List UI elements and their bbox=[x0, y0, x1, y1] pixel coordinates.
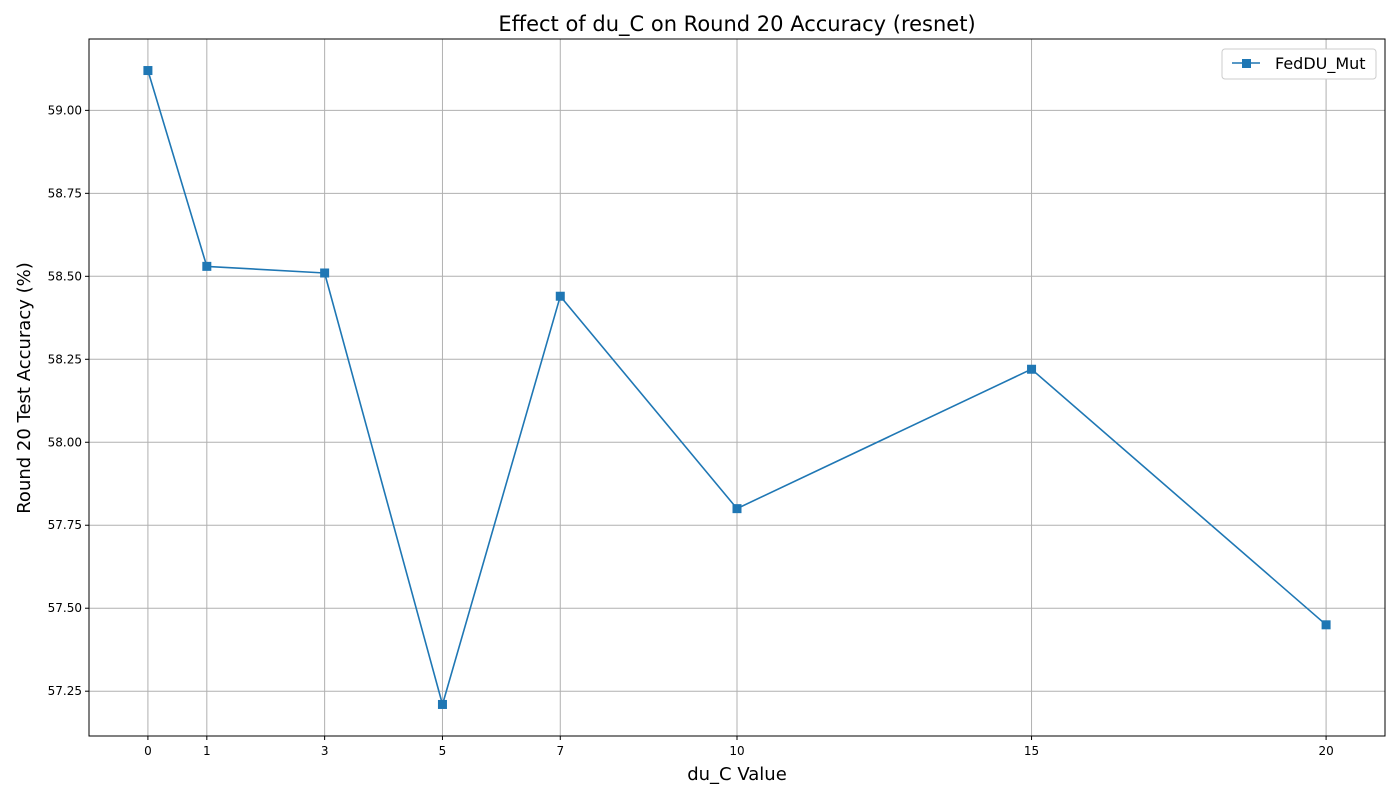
x-tick-label: 20 bbox=[1318, 744, 1333, 758]
y-tick-label: 59.00 bbox=[48, 103, 82, 117]
chart-title: Effect of du_C on Round 20 Accuracy (res… bbox=[498, 12, 975, 37]
data-point bbox=[555, 291, 565, 301]
data-point bbox=[320, 268, 330, 278]
y-tick-label: 57.25 bbox=[48, 684, 82, 698]
grid-lines bbox=[89, 39, 1385, 736]
legend-box bbox=[1221, 48, 1377, 80]
x-tick-label: 15 bbox=[1024, 744, 1039, 758]
x-tick-label: 10 bbox=[729, 744, 744, 758]
legend-marker-feddu-mut bbox=[1242, 59, 1251, 68]
data-point bbox=[143, 66, 153, 76]
y-tick-label: 58.50 bbox=[48, 269, 82, 283]
x-axis-title: du_C Value bbox=[687, 764, 787, 785]
y-tick-label: 58.75 bbox=[48, 186, 82, 200]
data-point bbox=[732, 504, 742, 514]
x-tick-label: 1 bbox=[203, 744, 211, 758]
y-tick-label: 57.75 bbox=[48, 518, 82, 532]
y-tick-label: 58.25 bbox=[48, 352, 82, 366]
x-tick-label: 0 bbox=[144, 744, 152, 758]
y-tick-label: 57.50 bbox=[48, 601, 82, 615]
y-axis-ticks: 57.25 57.50 57.75 58.00 58.25 58.50 58.75 59.00 bbox=[48, 103, 89, 698]
y-axis-title: Round 20 Test Accuracy (%) bbox=[14, 262, 35, 514]
x-tick-label: 7 bbox=[556, 744, 564, 758]
x-tick-label: 5 bbox=[439, 744, 447, 758]
series-line-feddu-mut bbox=[147, 70, 1327, 706]
series-layer bbox=[143, 66, 1331, 709]
x-tick-label: 3 bbox=[321, 744, 329, 758]
data-point bbox=[1027, 364, 1037, 374]
data-point bbox=[437, 699, 447, 709]
legend: FedDU_Mut bbox=[1221, 48, 1377, 80]
y-tick-label: 58.00 bbox=[48, 435, 82, 449]
x-axis-ticks: 0 1 3 5 7 10 15 20 bbox=[144, 736, 1334, 758]
data-point bbox=[202, 261, 212, 271]
legend-label-feddu-mut: FedDU_Mut bbox=[1275, 54, 1366, 74]
data-point bbox=[1321, 620, 1331, 630]
